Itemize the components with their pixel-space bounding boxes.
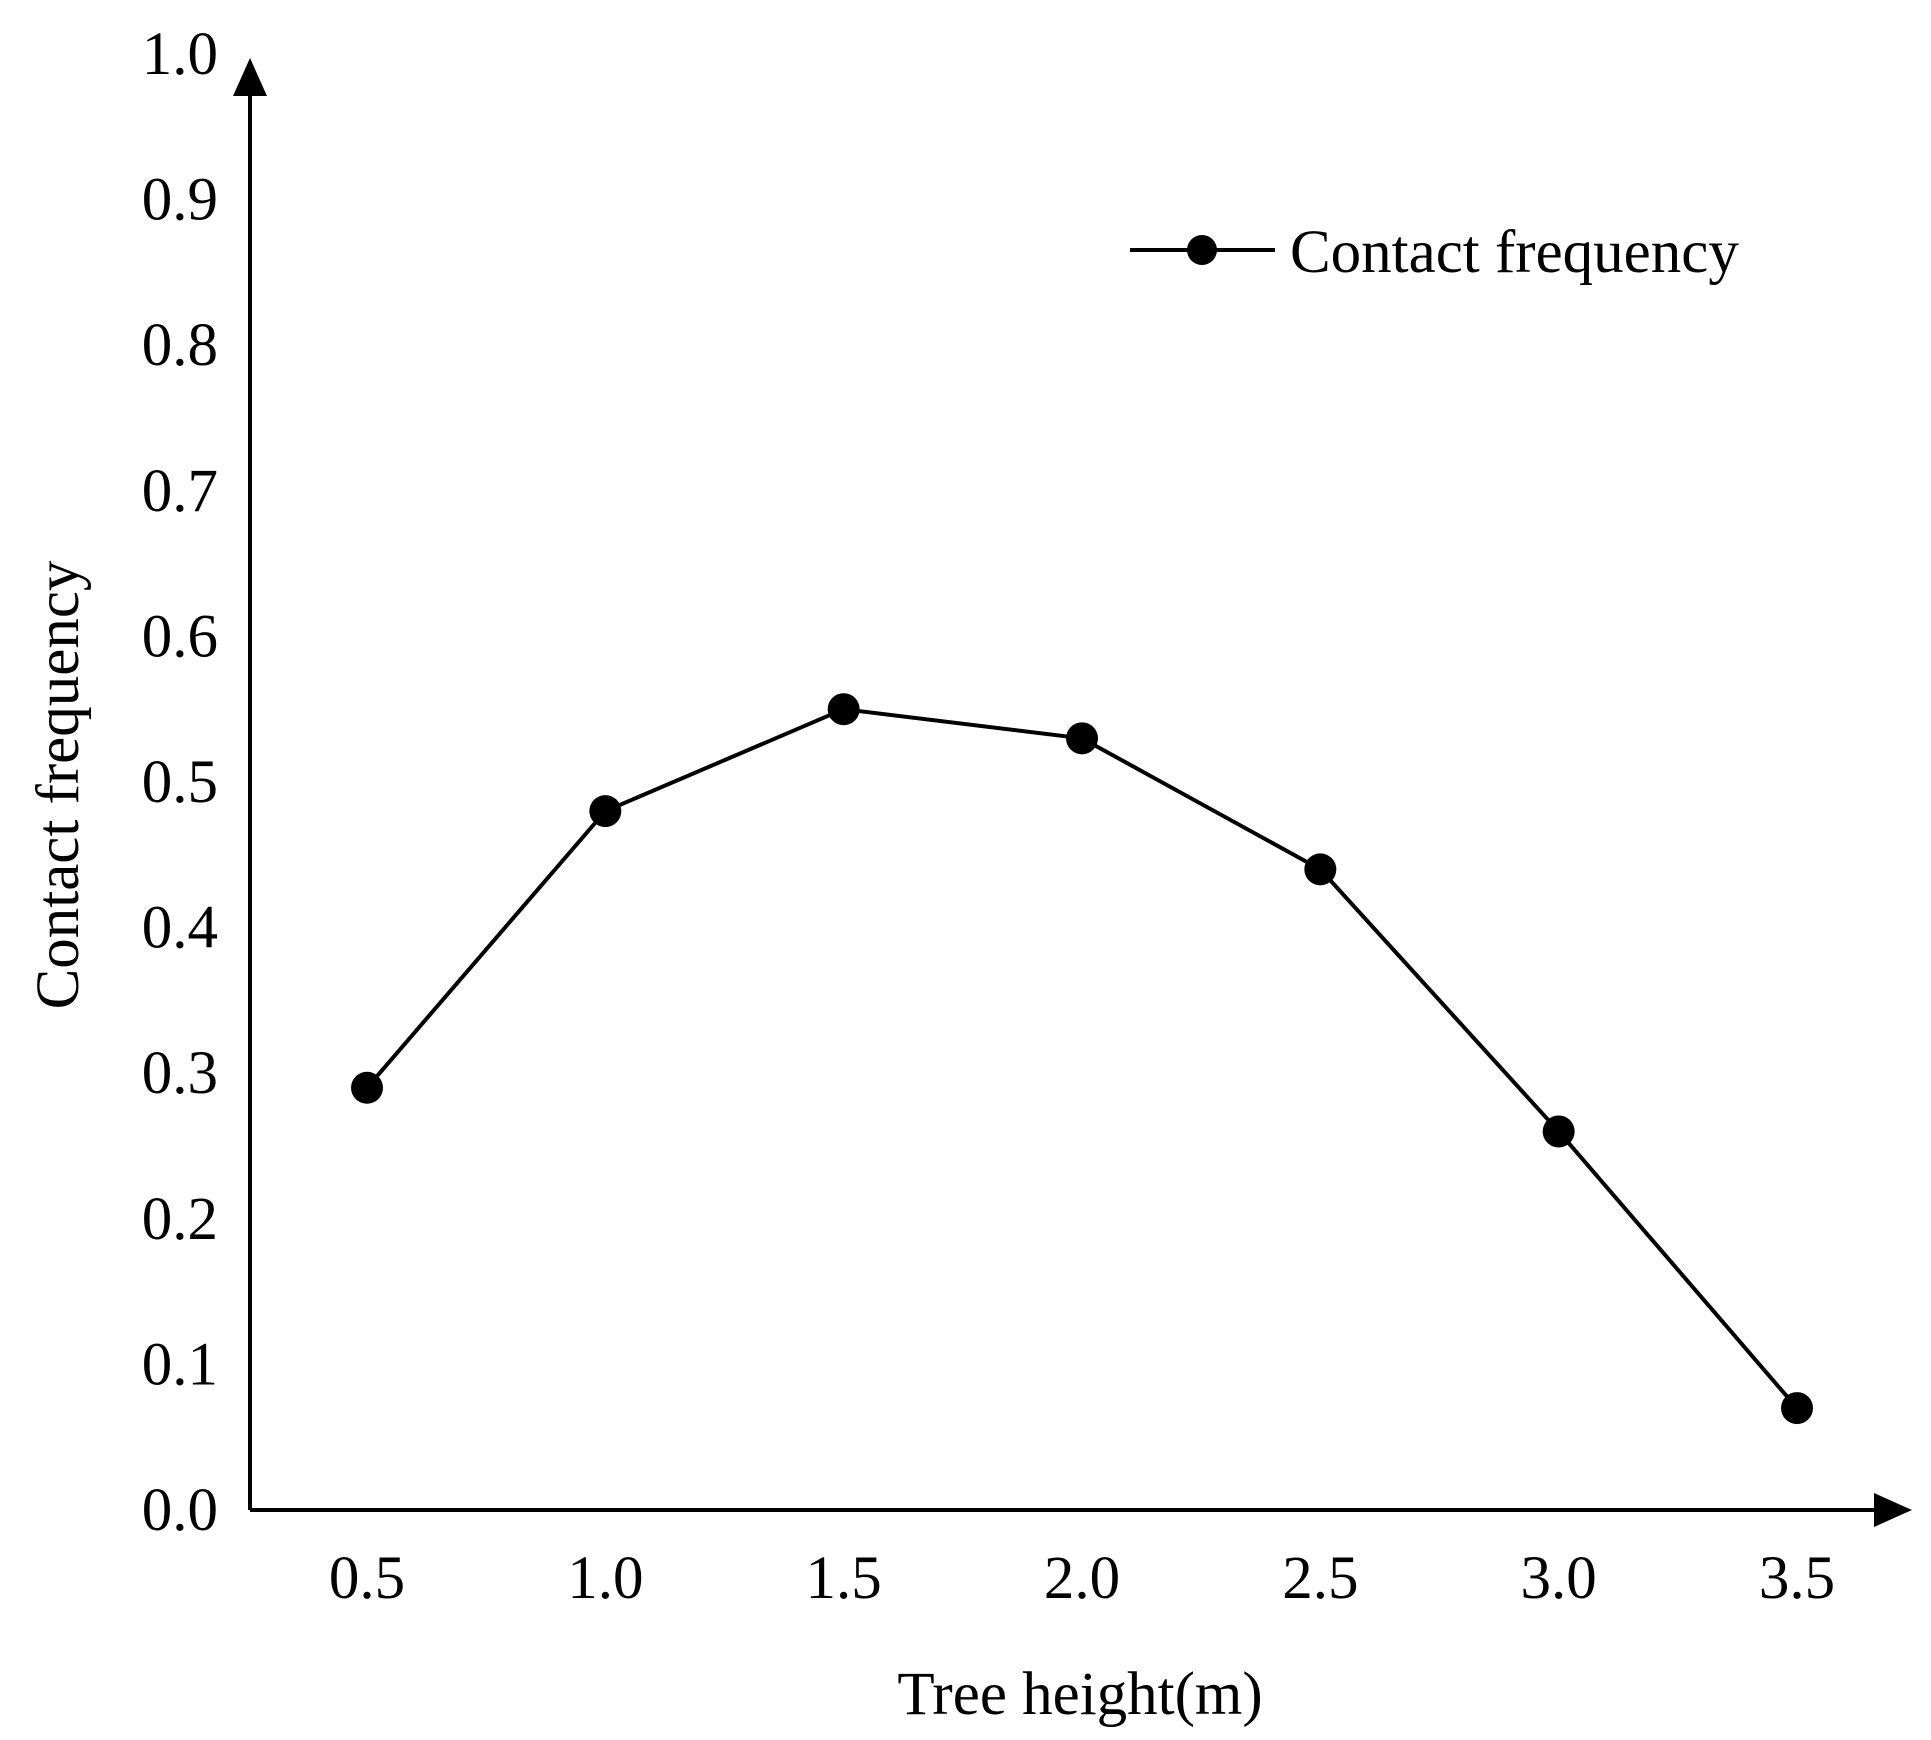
x-tick-label: 0.5 xyxy=(329,1545,405,1612)
y-tick-label: 1.0 xyxy=(142,21,218,88)
y-axis-arrow xyxy=(233,58,267,96)
y-tick-label: 0.8 xyxy=(142,312,218,379)
y-axis-title: Contact frequency xyxy=(25,560,92,1009)
series-line xyxy=(365,707,1799,1410)
x-tick-label: 3.5 xyxy=(1759,1545,1835,1612)
x-tick-labels: 0.5 1.0 1.5 2.0 2.5 3.0 3.5 xyxy=(329,1545,1835,1612)
legend: Contact frequency xyxy=(1130,219,1739,286)
data-point xyxy=(589,795,622,828)
y-tick-label: 0.2 xyxy=(142,1186,218,1253)
data-point xyxy=(351,1071,383,1104)
series-group xyxy=(351,693,1814,1425)
y-tick-label: 0.3 xyxy=(142,1040,218,1107)
x-tick-label: 2.0 xyxy=(1044,1545,1120,1612)
y-tick-label: 0.7 xyxy=(142,458,218,525)
data-point xyxy=(1304,853,1337,886)
x-tick-label: 2.5 xyxy=(1282,1545,1358,1612)
x-axis-title: Tree height(m) xyxy=(897,1661,1262,1728)
axes xyxy=(233,58,1912,1527)
y-tick-label: 0.9 xyxy=(142,167,218,234)
y-tick-label: 0.6 xyxy=(142,603,218,670)
y-tick-label: 0.4 xyxy=(142,895,218,962)
legend-marker xyxy=(1187,235,1217,265)
x-tick-label: 1.5 xyxy=(806,1545,882,1612)
x-tick-label: 3.0 xyxy=(1521,1545,1597,1612)
y-tick-labels: 0.0 0.1 0.2 0.3 0.4 0.5 0.6 0.7 0.8 0.9 1.0 xyxy=(142,21,218,1544)
data-point xyxy=(1066,722,1099,755)
data-point xyxy=(827,693,860,726)
y-tick-label: 0.0 xyxy=(142,1477,218,1544)
data-point xyxy=(1542,1115,1575,1148)
x-tick-label: 1.0 xyxy=(567,1545,643,1612)
x-axis-arrow xyxy=(1874,1493,1912,1527)
data-point xyxy=(1781,1392,1814,1425)
y-tick-label: 0.1 xyxy=(142,1331,218,1398)
legend-label: Contact frequency xyxy=(1290,219,1739,286)
y-tick-label: 0.5 xyxy=(142,749,218,816)
